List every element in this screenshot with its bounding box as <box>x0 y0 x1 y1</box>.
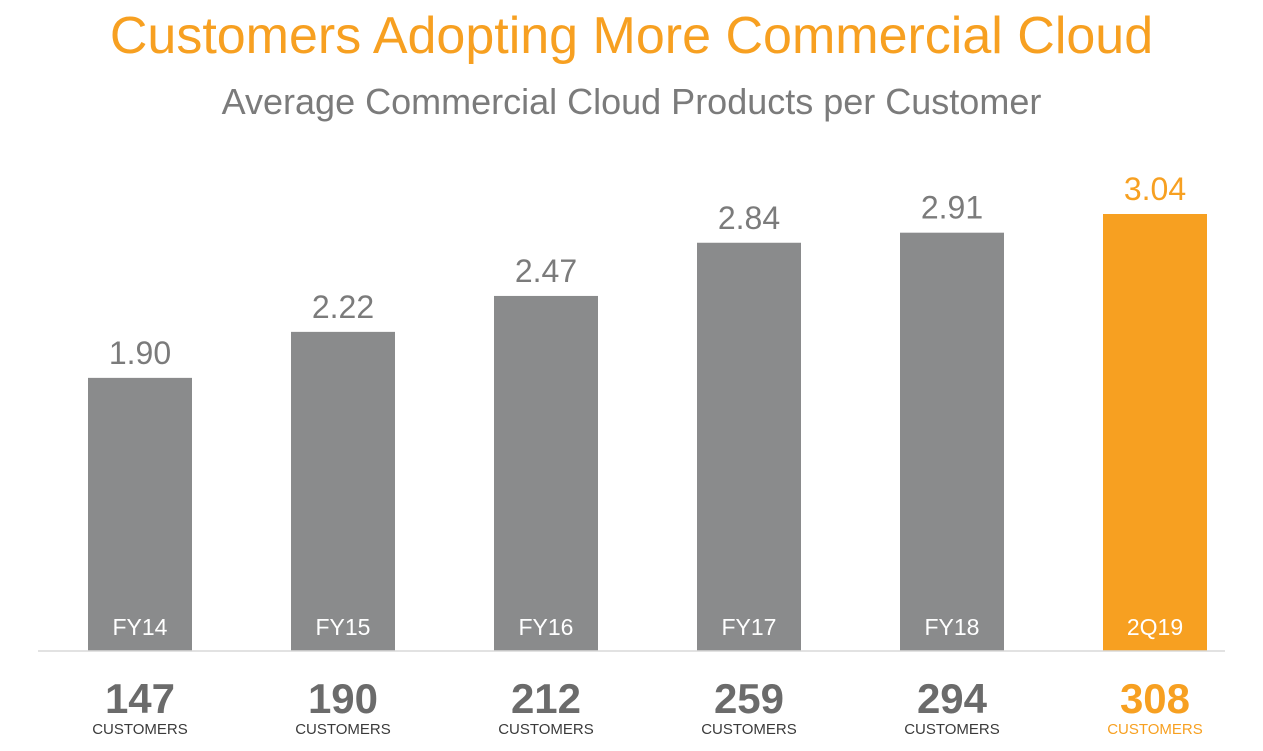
chart-subtitle: Average Commercial Cloud Products per Cu… <box>221 81 1042 122</box>
category-label: FY16 <box>519 614 574 640</box>
bars-layer <box>88 214 1207 651</box>
customer-count: 190 <box>308 675 378 722</box>
customers-unit-label: CUSTOMERS <box>295 721 391 738</box>
category-label: FY17 <box>722 614 777 640</box>
bar-fy17 <box>697 242 801 651</box>
bar-value-label: 1.90 <box>109 335 171 371</box>
customers-unit-label: CUSTOMERS <box>1107 721 1203 738</box>
labels-layer: 1.90FY14147CUSTOMERS2.22FY15190CUSTOMERS… <box>92 171 1203 738</box>
bar-fy18 <box>900 232 1004 651</box>
customers-unit-label: CUSTOMERS <box>904 721 1000 738</box>
bar-fy14 <box>88 377 192 651</box>
customer-count: 259 <box>714 675 784 722</box>
category-label: FY14 <box>113 614 168 640</box>
bar-2q19 <box>1103 214 1207 651</box>
bar-value-label: 3.04 <box>1124 171 1186 207</box>
category-label: FY18 <box>925 614 980 640</box>
customers-unit-label: CUSTOMERS <box>701 721 797 738</box>
customers-unit-label: CUSTOMERS <box>92 721 188 738</box>
bar-fy16 <box>494 295 598 651</box>
bar-value-label: 2.22 <box>312 289 374 325</box>
bar-value-label: 2.47 <box>515 253 577 289</box>
customers-unit-label: CUSTOMERS <box>498 721 594 738</box>
chart-title: Customers Adopting More Commercial Cloud <box>109 7 1154 65</box>
customer-count: 147 <box>105 675 175 722</box>
category-label: FY15 <box>316 614 371 640</box>
customer-count: 212 <box>511 675 581 722</box>
customer-count: 294 <box>917 675 988 722</box>
bar-value-label: 2.84 <box>718 200 780 236</box>
bar-value-label: 2.91 <box>921 190 983 226</box>
bar-fy15 <box>291 331 395 651</box>
category-label: 2Q19 <box>1127 614 1183 640</box>
customer-count: 308 <box>1120 675 1190 722</box>
